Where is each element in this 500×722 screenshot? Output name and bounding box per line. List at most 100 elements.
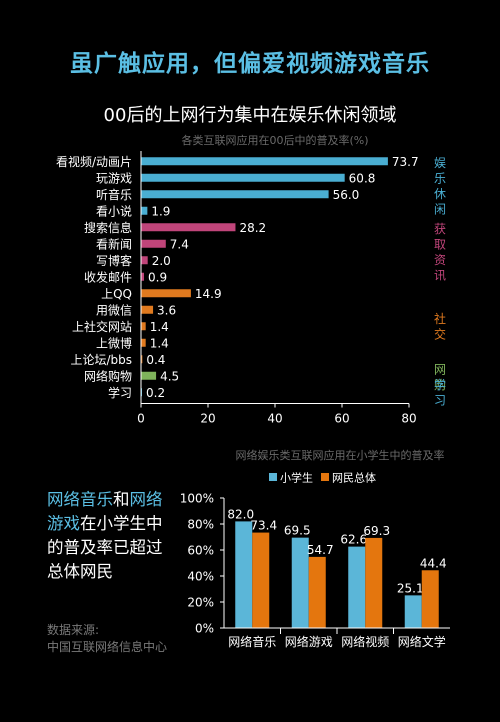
legend-swatch [269, 473, 277, 481]
value-label: 1.4 [150, 320, 169, 334]
category-label: 看小说 [96, 203, 132, 218]
bar [365, 537, 383, 628]
value-label: 0.4 [146, 353, 165, 367]
legend: 小学生 网民总体 [269, 471, 376, 485]
group-label-char: 交 [434, 326, 446, 341]
value-label: 25.1 [397, 581, 424, 595]
bar [141, 173, 345, 182]
value-label: 0.2 [146, 386, 165, 400]
pupil-comparison-chart: 0% 20% 40% 60% 80% 100% 小学生 网民总体 82.073.4 网络音乐 69.… [180, 471, 450, 649]
value-label: 62.6 [340, 533, 367, 547]
y-tick-label: 80% [187, 518, 214, 532]
usage-bar-chart: 看视频/动画片 73.7 玩游戏 60.8 听音乐 56.0 看小说 1.9 搜索信息 28.2 看… [56, 151, 446, 426]
chart1-title: 各类互联网应用在00后中的普及率(%) [181, 134, 369, 147]
value-label: 56.0 [333, 188, 360, 202]
category-label: 听音乐 [96, 187, 132, 202]
x-tick-label: 20 [200, 412, 215, 426]
value-label: 7.4 [170, 237, 189, 251]
value-label: 69.5 [284, 524, 311, 538]
value-label: 82.0 [227, 507, 254, 521]
side-note-text-2: 在小学生中的普及率已超过总体网民 [47, 514, 163, 581]
x-tick-label: 80 [401, 412, 416, 426]
category-label: 收发邮件 [84, 269, 132, 284]
category-label: 上QQ [101, 287, 132, 301]
category-label: 上社交网站 [72, 319, 132, 334]
category-label: 学习 [108, 385, 132, 400]
bar [141, 157, 388, 166]
subheadline: 00后的上网行为集中在娱乐休闲领域 [103, 105, 397, 126]
group-label-char: 习 [434, 393, 446, 407]
value-label: 1.9 [151, 204, 170, 218]
bar [404, 595, 422, 628]
legend-swatch [321, 473, 329, 481]
value-label: 1.4 [150, 336, 169, 350]
group-label-char: 取 [434, 238, 446, 252]
value-label: 2.0 [152, 254, 171, 268]
source-name: 中国互联网络信息中心 [47, 640, 168, 654]
bar [141, 338, 146, 347]
group-label: 网购 [434, 363, 446, 393]
group-label-char: 讯 [434, 269, 446, 283]
chart2-title: 网络娱乐类互联网应用在小学生中的普及率 [235, 449, 445, 462]
group-label-char: 娱 [434, 156, 446, 170]
headline: 虽广触应用，但偏爱视频游戏音乐 [70, 51, 430, 77]
group-label-char: 学 [434, 377, 446, 392]
y-tick-label: 40% [187, 570, 214, 584]
value-label: 4.5 [160, 369, 179, 383]
value-label: 69.3 [363, 524, 390, 538]
value-label: 28.2 [239, 221, 266, 235]
legend-label: 网民总体 [332, 471, 376, 485]
bar [308, 556, 326, 628]
bar [235, 521, 253, 628]
bar [141, 206, 148, 215]
category-label: 看新闻 [96, 236, 132, 251]
category-label: 看视频/动画片 [56, 154, 132, 169]
category-label: 网络游戏 [285, 634, 333, 649]
category-label: 写博客 [96, 253, 132, 268]
bar [141, 305, 154, 314]
group-label-char: 获 [434, 222, 446, 236]
group-label: 学习 [434, 377, 446, 408]
category-label: 网络音乐 [228, 634, 276, 649]
group-label: 娱乐休闲 [434, 156, 446, 217]
side-note-highlight-music: 网络音乐 [47, 490, 113, 509]
bar [141, 322, 146, 331]
category-label: 上微博 [96, 335, 132, 350]
category-label: 用微信 [96, 303, 132, 317]
group-label-char: 购 [434, 377, 446, 392]
source-label: 数据来源: [47, 623, 100, 637]
x-tick-label: 60 [334, 412, 349, 426]
bar [141, 371, 157, 380]
bar [141, 355, 143, 364]
bar [141, 190, 329, 199]
category-label: 网络视频 [341, 634, 389, 649]
category-label: 网络购物 [84, 368, 132, 383]
side-note-text-1: 和 [113, 490, 130, 509]
category-label: 网络文学 [398, 634, 446, 649]
bar [141, 239, 166, 248]
legend-label: 小学生 [280, 471, 313, 485]
bar [141, 289, 191, 298]
value-label: 0.9 [148, 270, 167, 284]
category-label: 玩游戏 [96, 171, 132, 185]
group-label: 社交 [434, 311, 446, 342]
side-note: 网络音乐和网络游戏在小学生中的普及率已超过总体网民 [47, 488, 167, 584]
bar [421, 570, 439, 628]
value-label: 54.7 [307, 543, 334, 557]
y-tick-label: 20% [187, 596, 214, 610]
x-tick-label: 40 [267, 412, 282, 426]
value-label: 44.4 [420, 556, 447, 570]
bar [141, 223, 236, 232]
group-label-char: 闲 [434, 203, 446, 217]
value-label: 3.6 [157, 303, 176, 317]
category-label: 上论坛/bbs [70, 353, 132, 367]
group-label-char: 资 [434, 253, 446, 267]
group-label-char: 网 [434, 363, 446, 377]
value-label: 60.8 [349, 171, 376, 185]
x-tick-label: 0 [137, 412, 145, 426]
y-tick-label: 60% [187, 544, 214, 558]
category-label: 搜索信息 [84, 220, 132, 235]
value-label: 73.7 [392, 155, 419, 169]
y-tick-label: 0% [195, 622, 214, 636]
data-source: 数据来源: 中国互联网络信息中心 [47, 622, 217, 656]
